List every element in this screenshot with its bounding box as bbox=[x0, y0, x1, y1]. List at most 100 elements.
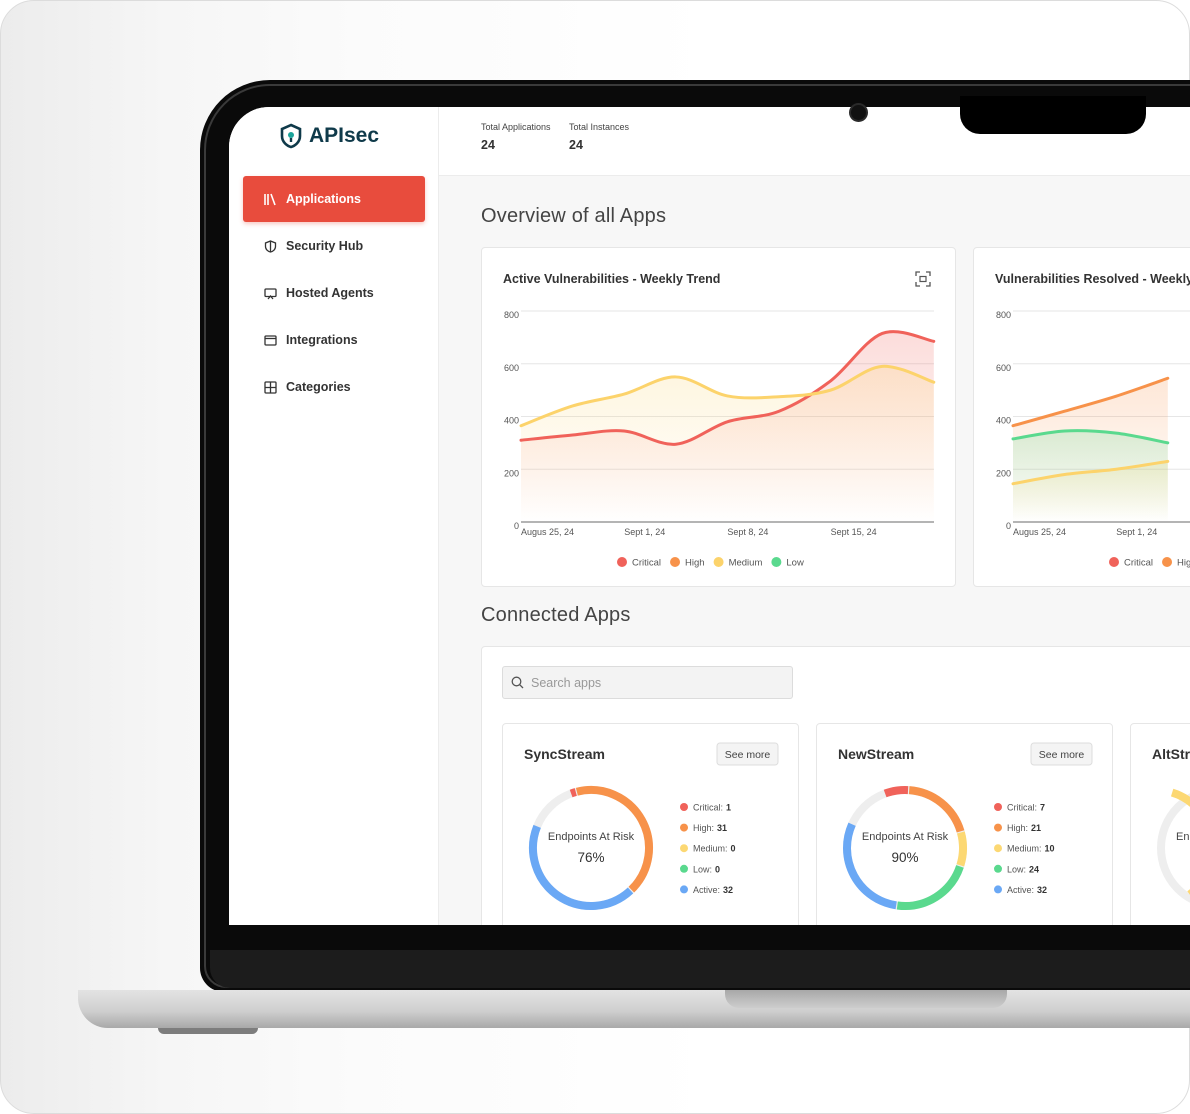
chart: Vulnerabilities Resolved - Weekly 0 200 400… bbox=[995, 272, 1190, 569]
ring-value: 90% bbox=[891, 850, 918, 865]
logo[interactable]: APIsec bbox=[279, 123, 379, 149]
expand-icon[interactable] bbox=[915, 271, 931, 287]
laptop-chin bbox=[210, 950, 1190, 988]
legend-label-text: Low: bbox=[1007, 864, 1026, 874]
ring-value: 76% bbox=[577, 850, 604, 865]
legend-label: Critical: 1 bbox=[693, 803, 731, 813]
legend-value: 31 bbox=[717, 823, 727, 833]
legend-label: Critical bbox=[632, 558, 661, 569]
see-more-button[interactable]: See more bbox=[1030, 742, 1093, 766]
line bbox=[1011, 459, 1170, 486]
nav-icon bbox=[264, 334, 277, 346]
legend-dot bbox=[994, 844, 1002, 853]
legend-value: 0 bbox=[715, 864, 720, 874]
legend-value: 32 bbox=[1037, 885, 1047, 895]
ring-segment bbox=[883, 786, 909, 798]
button-label: See more bbox=[725, 749, 771, 761]
stat-label: Total Instances bbox=[569, 122, 630, 132]
ring-segment bbox=[529, 824, 634, 910]
legend-value: 24 bbox=[1029, 864, 1039, 874]
legend-dot bbox=[994, 864, 1002, 873]
app-name: NewStream bbox=[838, 746, 914, 762]
line bbox=[1011, 429, 1170, 445]
legend-label-text: Critical: bbox=[693, 803, 723, 813]
legend-label-text: Active: bbox=[1007, 885, 1034, 895]
app-card: AltStr Endpoints At Risk bbox=[1130, 723, 1190, 925]
ring-segment bbox=[569, 788, 577, 798]
x-tick-label: Augus 25, 24 bbox=[1013, 527, 1066, 537]
legend-label-text: Active: bbox=[693, 885, 720, 895]
legend-label-text: Low: bbox=[693, 864, 712, 874]
legend-label: Critical: 7 bbox=[1007, 803, 1045, 813]
legend-value: 32 bbox=[723, 885, 733, 895]
y-tick-label: 0 bbox=[1006, 521, 1011, 531]
button-label: See more bbox=[1039, 749, 1085, 761]
area bbox=[1013, 430, 1168, 522]
legend-dot bbox=[713, 557, 724, 567]
nav-icon bbox=[264, 380, 277, 394]
nav-label: Integrations bbox=[286, 333, 358, 347]
app-card-graphic: NewStream See more Critical: 7 High: 21 Medium… bbox=[838, 742, 1093, 910]
search-input[interactable]: Search apps bbox=[502, 666, 793, 699]
legend-label: High bbox=[1177, 558, 1190, 569]
legend-label: Low: 0 bbox=[693, 864, 720, 874]
nav-item[interactable]: Security Hub bbox=[243, 223, 425, 269]
nav-item[interactable]: Applications bbox=[243, 176, 425, 222]
section-title: Overview of all Apps bbox=[481, 205, 667, 227]
legend-dot bbox=[771, 557, 782, 567]
nav-icon bbox=[264, 287, 277, 299]
legend-dot bbox=[680, 864, 688, 873]
x-tick-label: Sept 1, 24 bbox=[1116, 527, 1157, 537]
nav-label: Security Hub bbox=[286, 239, 364, 253]
ring-segment bbox=[956, 831, 967, 867]
legend-dot bbox=[680, 844, 688, 853]
y-tick-label: 0 bbox=[514, 521, 519, 531]
nav-item[interactable]: Integrations bbox=[243, 317, 425, 363]
legend-dot bbox=[680, 823, 688, 832]
legend-value: 21 bbox=[1031, 823, 1041, 833]
ring-segment bbox=[575, 786, 653, 893]
legend-label: Critical bbox=[1124, 558, 1153, 569]
laptop-base-notch bbox=[725, 990, 1007, 1008]
app-name: SyncStream bbox=[524, 746, 605, 762]
legend-dot bbox=[994, 823, 1002, 832]
x-tick-label: Sept 15, 24 bbox=[831, 527, 877, 537]
area bbox=[521, 366, 934, 522]
ring-label: Endpoints At Risk bbox=[1176, 831, 1190, 843]
laptop-foot bbox=[158, 1028, 258, 1034]
legend-label: High: 31 bbox=[693, 823, 727, 833]
camera bbox=[851, 105, 866, 120]
main: Total Applications 24 Total Instances 24… bbox=[439, 107, 1190, 925]
nav-item[interactable]: Hosted Agents bbox=[243, 270, 425, 316]
stat-value: 24 bbox=[481, 138, 495, 152]
legend-label: Active: 32 bbox=[1007, 885, 1047, 895]
legend-label: Low: 24 bbox=[1007, 864, 1039, 874]
legend-dot bbox=[617, 557, 627, 567]
legend-value: 10 bbox=[1045, 844, 1055, 854]
screen: APIsec Applications Security Hub Hosted … bbox=[229, 107, 1190, 925]
search-icon bbox=[511, 676, 524, 689]
legend-label: Medium: 10 bbox=[1007, 844, 1055, 854]
logo-icon bbox=[280, 123, 302, 149]
line bbox=[519, 330, 936, 446]
x-tick-label: Augus 25, 24 bbox=[521, 527, 574, 537]
see-more-button[interactable]: See more bbox=[716, 742, 779, 766]
legend-label-text: Critical: bbox=[1007, 803, 1037, 813]
legend-label: Medium bbox=[729, 558, 763, 569]
legend-label-text: High: bbox=[693, 823, 714, 833]
stat-value: 24 bbox=[569, 138, 583, 152]
ring-label: Endpoints At Risk bbox=[548, 831, 635, 843]
legend-label: High bbox=[685, 558, 705, 569]
connected-apps-panel: Search apps SyncStream See more Critical: 1… bbox=[481, 646, 1190, 925]
ring-segment bbox=[843, 822, 897, 910]
section-title: Connected Apps bbox=[481, 604, 631, 626]
legend-label: Active: 32 bbox=[693, 885, 733, 895]
legend-dot bbox=[680, 803, 688, 811]
legend-label: Medium: 0 bbox=[693, 844, 736, 854]
nav-label: Categories bbox=[286, 380, 351, 394]
laptop-base bbox=[78, 990, 1190, 1028]
nav-item[interactable]: Categories bbox=[243, 364, 425, 410]
x-tick-label: Sept 8, 24 bbox=[727, 527, 768, 537]
legend-dot bbox=[994, 885, 1002, 894]
ring-segment bbox=[908, 786, 965, 833]
